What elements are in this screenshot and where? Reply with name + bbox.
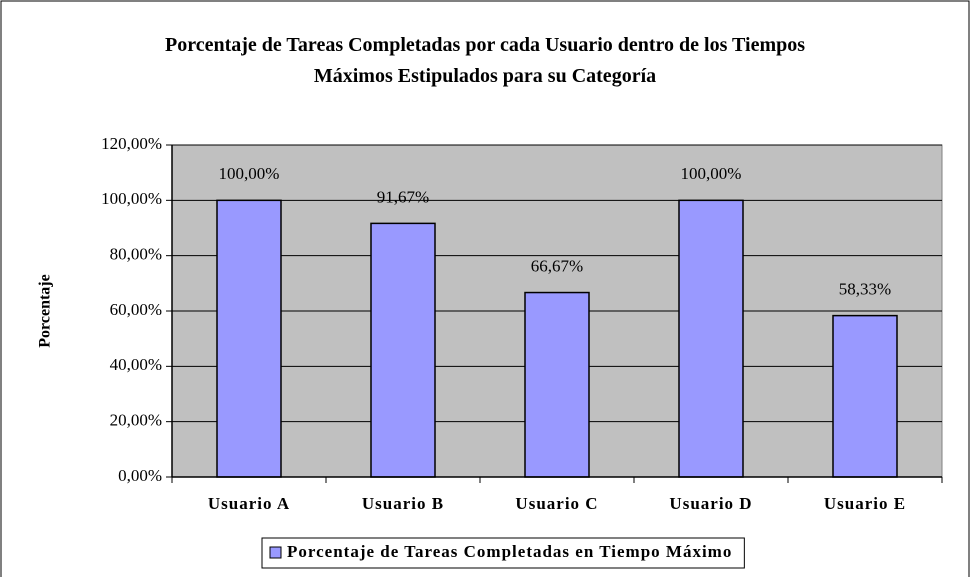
y-tick-label: 100,00% <box>101 189 162 208</box>
x-tick-label: Usuario E <box>824 494 906 513</box>
x-tick-label: Usuario A <box>208 494 290 513</box>
x-tick-label: Usuario D <box>669 494 752 513</box>
value-label: 100,00% <box>219 164 280 183</box>
y-tick-label: 80,00% <box>110 245 162 264</box>
legend: Porcentaje de Tareas Completadas en Tiem… <box>261 537 745 569</box>
legend-swatch <box>269 546 282 559</box>
bar <box>216 199 282 478</box>
value-label: 58,33% <box>839 280 891 299</box>
y-tick-label: 0,00% <box>118 466 162 485</box>
bar <box>524 291 590 478</box>
value-label: 91,67% <box>377 187 429 206</box>
value-label: 100,00% <box>681 164 742 183</box>
y-tick-label: 20,00% <box>110 411 162 430</box>
y-tick-label: 40,00% <box>110 355 162 374</box>
bar <box>370 222 436 478</box>
x-tick-label: Usuario B <box>362 494 444 513</box>
value-label: 66,67% <box>531 256 583 275</box>
y-axis-title: Porcentaje <box>37 274 54 347</box>
y-tick-label: 60,00% <box>110 300 162 319</box>
y-tick-label: 120,00% <box>101 134 162 153</box>
legend-box <box>261 537 745 569</box>
x-tick-label: Usuario C <box>515 494 598 513</box>
legend-label: Porcentaje de Tareas Completadas en Tiem… <box>287 542 732 561</box>
bar <box>832 314 898 478</box>
chart-title: Porcentaje de Tareas Completadas por cad… <box>164 34 806 87</box>
bar <box>678 199 744 478</box>
